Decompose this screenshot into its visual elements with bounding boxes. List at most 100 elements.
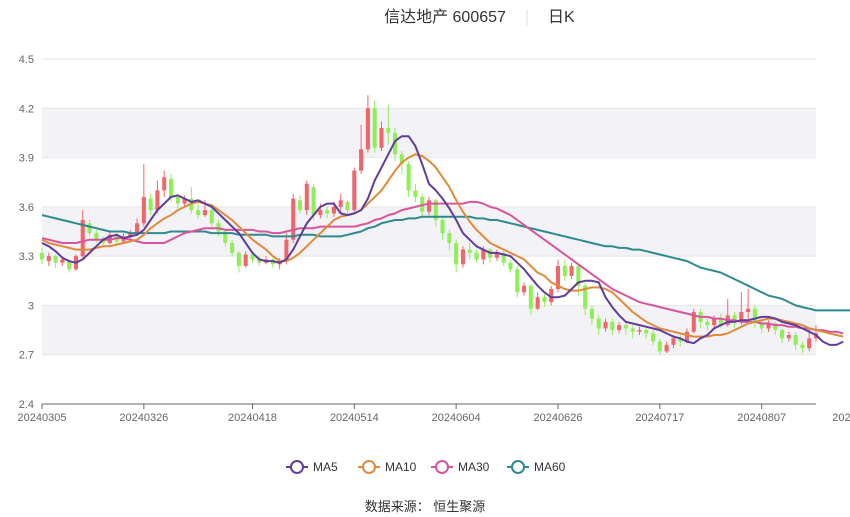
candle xyxy=(766,320,771,332)
legend-marker-icon xyxy=(362,460,376,474)
candle-body xyxy=(454,243,459,265)
legend-item-ma30[interactable]: MA30 xyxy=(431,460,490,474)
candle-body xyxy=(196,210,201,216)
candle-body xyxy=(440,220,445,234)
candle-body xyxy=(386,128,391,133)
candle xyxy=(780,328,785,344)
candle xyxy=(101,236,106,247)
candle xyxy=(589,305,594,326)
candle-body xyxy=(243,254,248,266)
candle xyxy=(494,249,499,262)
legend[interactable]: MA5 MA10 MA30 MA60 xyxy=(286,460,566,474)
candle xyxy=(522,282,527,296)
period-label: 日K xyxy=(548,9,575,26)
candle xyxy=(243,251,248,268)
candle xyxy=(359,124,364,174)
candle-body xyxy=(447,233,452,243)
candle xyxy=(325,206,330,219)
candle xyxy=(542,293,547,308)
candle xyxy=(467,243,472,260)
x-tick-label: 20240514 xyxy=(330,412,379,424)
candle-body xyxy=(209,210,214,224)
legend-item-ma5[interactable]: MA5 xyxy=(286,460,338,474)
candle-body xyxy=(494,252,499,258)
candle-body xyxy=(617,325,622,331)
candle-body xyxy=(175,197,180,204)
candle-body xyxy=(555,266,561,289)
data-source: 数据来源： 恒生聚源 xyxy=(365,499,486,514)
candle-body xyxy=(39,252,45,260)
candle xyxy=(637,326,642,335)
legend-label: MA10 xyxy=(385,460,417,474)
candle-body xyxy=(657,341,662,352)
candle xyxy=(426,197,432,216)
stock-name-code: 信达地产 600657 xyxy=(384,8,506,26)
candle xyxy=(440,216,445,240)
legend-marker-icon xyxy=(511,460,525,474)
candle-body xyxy=(379,128,384,148)
candle-body xyxy=(786,335,791,339)
candle xyxy=(691,308,696,334)
candle xyxy=(94,229,99,243)
candle-body xyxy=(372,108,377,148)
candle xyxy=(128,229,133,240)
candle-body xyxy=(481,249,486,260)
candle-body xyxy=(460,249,465,265)
candle-body xyxy=(718,318,723,326)
candle xyxy=(508,259,513,273)
grid-band xyxy=(42,108,816,158)
candle-body xyxy=(202,210,207,216)
candle xyxy=(678,335,683,347)
candle-body xyxy=(135,223,140,234)
x-tick-label: 20240827 xyxy=(832,412,850,424)
candle xyxy=(270,257,275,268)
candle-body xyxy=(331,206,336,214)
candle xyxy=(603,318,608,332)
candle xyxy=(379,121,384,151)
ma5-line xyxy=(41,135,844,346)
candle xyxy=(135,218,140,235)
candle-body xyxy=(94,233,99,240)
candle-body xyxy=(359,149,364,171)
y-tick-label: 3.6 xyxy=(19,202,34,214)
candle xyxy=(182,195,187,207)
candle-body xyxy=(257,259,262,263)
candle-body xyxy=(53,256,58,263)
candle-body xyxy=(60,259,65,263)
candle-body xyxy=(759,321,764,329)
legend-item-ma10[interactable]: MA10 xyxy=(358,460,417,474)
candle xyxy=(53,254,58,268)
x-tick-label: 20240604 xyxy=(432,412,481,424)
candle-body xyxy=(678,338,683,342)
candle xyxy=(651,330,656,345)
candle-body xyxy=(576,266,581,286)
candle xyxy=(488,247,493,263)
candle xyxy=(39,247,45,265)
candle-body xyxy=(250,254,255,260)
candle-body xyxy=(230,243,235,253)
candle xyxy=(596,315,601,335)
candle xyxy=(657,338,662,355)
legend-marker-icon xyxy=(435,460,449,474)
candle xyxy=(535,292,540,311)
candle-body xyxy=(297,200,303,211)
moving-average-lines xyxy=(41,135,850,346)
candle-body xyxy=(522,285,527,293)
candle-body xyxy=(393,132,398,155)
candle-body xyxy=(691,312,696,332)
candle-body xyxy=(365,108,370,150)
candle-body xyxy=(325,210,330,214)
candle xyxy=(46,252,51,266)
candle-body xyxy=(128,233,133,237)
legend-item-ma60[interactable]: MA60 xyxy=(507,460,566,474)
candle-body xyxy=(155,190,160,211)
candle-body xyxy=(569,266,574,276)
candle-body xyxy=(515,269,520,293)
candle xyxy=(712,315,717,329)
candle-body xyxy=(223,231,228,243)
candle xyxy=(515,266,520,298)
y-tick-label: 2.7 xyxy=(19,350,34,362)
ma10-line xyxy=(41,153,844,338)
x-axis: 20240305 20240326 20240418 20240514 20240604… xyxy=(18,403,850,424)
candle xyxy=(338,193,343,214)
